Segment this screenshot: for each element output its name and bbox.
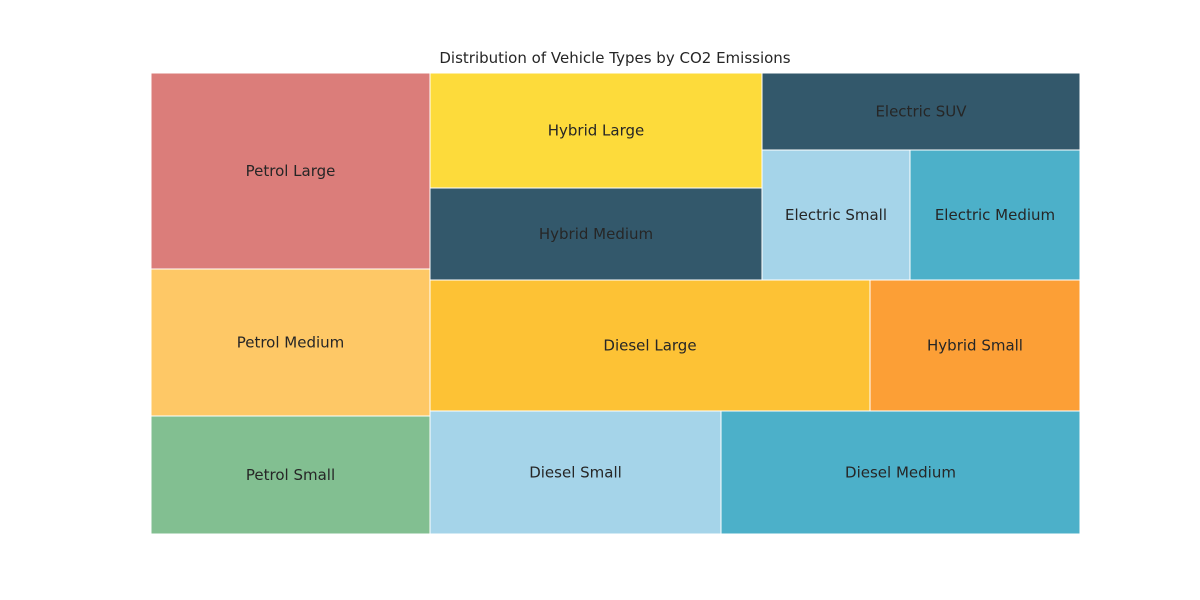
tile-rect-diesel-medium: [720, 410, 1081, 535]
tile-label-petrol-small: Petrol Small: [246, 466, 335, 484]
tile-label-petrol-large: Petrol Large: [246, 162, 336, 180]
tile-electric-small: Electric Small: [761, 149, 911, 281]
tile-label-electric-small: Electric Small: [785, 206, 887, 224]
chart-title: Distribution of Vehicle Types by CO2 Emi…: [439, 49, 791, 67]
tile-petrol-small: Petrol Small: [150, 415, 431, 535]
tile-label-electric-medium: Electric Medium: [935, 206, 1055, 224]
tile-label-diesel-medium: Diesel Medium: [845, 464, 956, 482]
tile-rect-petrol-medium: [150, 268, 431, 417]
tile-electric-medium: Electric Medium: [909, 149, 1081, 281]
tile-label-hybrid-medium: Hybrid Medium: [539, 225, 653, 243]
tile-label-petrol-medium: Petrol Medium: [237, 334, 345, 352]
tile-petrol-large: Petrol Large: [150, 72, 431, 270]
tile-label-diesel-small: Diesel Small: [529, 464, 622, 482]
tile-rect-electric-suv: [761, 72, 1081, 151]
tile-diesel-small: Diesel Small: [429, 410, 722, 535]
tile-rect-diesel-small: [429, 410, 722, 535]
tile-label-diesel-large: Diesel Large: [603, 337, 696, 355]
tile-label-electric-suv: Electric SUV: [875, 103, 967, 121]
tile-hybrid-medium: Hybrid Medium: [429, 187, 763, 281]
tile-rect-electric-medium: [909, 149, 1081, 281]
tile-rect-diesel-large: [429, 279, 871, 412]
tile-hybrid-small: Hybrid Small: [869, 279, 1081, 412]
tile-hybrid-large: Hybrid Large: [429, 72, 763, 189]
tile-label-hybrid-large: Hybrid Large: [548, 122, 645, 140]
tile-electric-suv: Electric SUV: [761, 72, 1081, 151]
tile-diesel-medium: Diesel Medium: [720, 410, 1081, 535]
tile-label-hybrid-small: Hybrid Small: [927, 337, 1023, 355]
tile-petrol-medium: Petrol Medium: [150, 268, 431, 417]
tile-rect-electric-small: [761, 149, 911, 281]
tile-rect-hybrid-medium: [429, 187, 763, 281]
tile-rect-hybrid-large: [429, 72, 763, 189]
tile-diesel-large: Diesel Large: [429, 279, 871, 412]
